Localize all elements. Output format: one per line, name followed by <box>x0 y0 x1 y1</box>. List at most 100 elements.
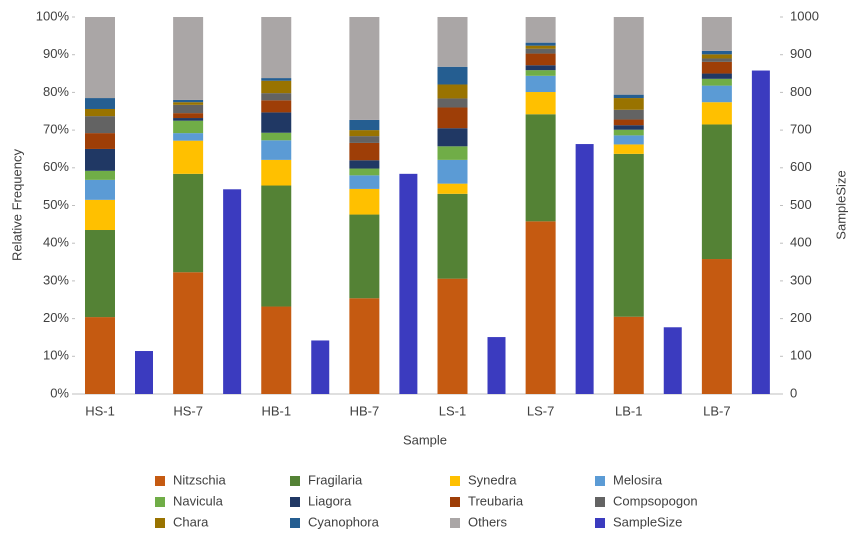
bar <box>311 340 330 394</box>
bar-segment <box>349 298 380 394</box>
bar-segment <box>613 17 644 95</box>
bar-segment <box>701 61 732 74</box>
y-tick-label: 100% <box>36 8 70 23</box>
bar-segment <box>613 125 644 130</box>
bar-segment <box>173 99 204 103</box>
legend-swatch <box>595 518 605 528</box>
bar-segment <box>85 317 115 394</box>
bar-segment <box>525 114 556 222</box>
y-tick-label: 90% <box>43 46 69 61</box>
bar-segment <box>613 144 644 154</box>
bar-segment <box>85 133 115 149</box>
bar <box>135 351 153 394</box>
y2-tick-label: 500 <box>790 197 812 212</box>
y2-tick-label: 100 <box>790 348 812 363</box>
bar-segment <box>173 104 204 114</box>
x-tick-label: LS-7 <box>527 403 554 418</box>
legend-swatch <box>155 497 165 507</box>
bar-segment <box>525 42 556 46</box>
legend-label: Synedra <box>468 472 517 487</box>
y-tick-label: 70% <box>43 122 69 137</box>
bar-segment <box>437 183 468 194</box>
legend-label: Fragilaria <box>308 472 363 487</box>
bar-segment <box>349 130 380 137</box>
y2-tick-label: 700 <box>790 122 812 137</box>
bar-segment <box>261 100 292 113</box>
bar-segment <box>437 193 468 279</box>
bar-segment <box>173 17 204 100</box>
y2-tick-label: 800 <box>790 84 812 99</box>
y2-tick-label: 900 <box>790 46 812 61</box>
bar-segment <box>85 199 115 231</box>
y2-tick-label: 600 <box>790 159 812 174</box>
bar-segment <box>173 120 204 134</box>
bar <box>399 173 418 394</box>
bar-segment <box>261 185 292 307</box>
y2-tick-label: 1000 <box>790 8 819 23</box>
bar-segment <box>261 132 292 141</box>
bar-segment <box>437 17 468 67</box>
legend-label: Others <box>468 514 508 529</box>
legend-label: SampleSize <box>613 514 682 529</box>
bar-segment <box>613 316 644 394</box>
bar-segment <box>525 221 556 394</box>
x-tick-label: HB-7 <box>350 403 380 418</box>
bar-segment <box>525 70 556 76</box>
bar-segment <box>85 230 115 318</box>
bar-segment <box>525 48 556 54</box>
bar-segment <box>525 53 556 66</box>
bar-segment <box>349 17 380 120</box>
bar-segment <box>173 133 204 141</box>
bar-segment <box>525 75 556 93</box>
x-tick-label: HS-1 <box>85 403 115 418</box>
bar-segment <box>437 159 468 184</box>
bar-segment <box>261 93 292 101</box>
bar-segment <box>437 107 468 129</box>
y-tick-label: 60% <box>43 159 69 174</box>
bar-segment <box>613 94 644 99</box>
bar-segment <box>613 109 644 120</box>
legend-swatch <box>450 518 460 528</box>
legend-swatch <box>595 497 605 507</box>
x-tick-label: HS-7 <box>173 403 203 418</box>
bar-segment <box>85 98 115 109</box>
y2-tick-label: 400 <box>790 235 812 250</box>
bar-segment <box>173 113 204 119</box>
bar-segment <box>85 170 115 180</box>
x-tick-label: HB-1 <box>261 403 291 418</box>
bar <box>575 144 594 394</box>
bar <box>751 70 770 394</box>
bar-segment <box>349 188 380 215</box>
bar-segment <box>701 124 732 260</box>
bar-segment <box>85 148 115 171</box>
bar-segment <box>349 175 380 189</box>
legend-swatch <box>290 497 300 507</box>
x-tick-label: LB-7 <box>703 403 730 418</box>
y-tick-label: 20% <box>43 310 69 325</box>
bar-segment <box>85 179 115 200</box>
bar-segment <box>437 128 468 147</box>
legend-label: Chara <box>173 514 209 529</box>
bar-segment <box>261 80 292 94</box>
legend-swatch <box>595 476 605 486</box>
legend-label: Melosira <box>613 472 663 487</box>
legend-label: Navicula <box>173 493 224 508</box>
bar-segment <box>701 259 732 394</box>
bar-segment <box>613 153 644 317</box>
x-axis-title: Sample <box>403 432 447 447</box>
bar-segment <box>613 135 644 145</box>
bar-segment <box>613 98 644 110</box>
bar-segment <box>349 214 380 299</box>
bar-segment <box>701 17 732 51</box>
bar-segment <box>701 58 732 62</box>
bar-segment <box>613 119 644 126</box>
y2-tick-label: 200 <box>790 310 812 325</box>
bar-segment <box>525 45 556 49</box>
y-tick-label: 10% <box>43 348 69 363</box>
bar-segment <box>261 112 292 133</box>
bar-segment <box>349 142 380 161</box>
y-tick-label: 80% <box>43 84 69 99</box>
bar-segment <box>173 140 204 174</box>
bar-segment <box>85 17 115 99</box>
